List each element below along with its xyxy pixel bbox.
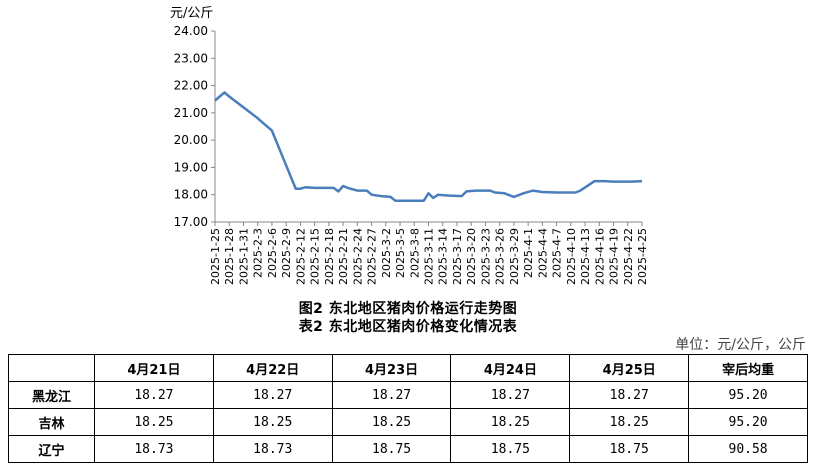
x-tick-label: 2025-4-25: [636, 228, 649, 285]
x-tick-label: 2025-1-25: [209, 228, 222, 285]
value-cell: 18.25: [569, 408, 690, 436]
value-cell: 18.27: [212, 381, 333, 409]
x-tick-label: 2025-4-19: [608, 228, 621, 285]
x-tick-label: 2025-2-27: [366, 228, 379, 285]
x-tick-label: 2025-4-13: [579, 228, 592, 285]
value-cell: 18.27: [94, 381, 214, 409]
x-tick-label: 2025-1-28: [223, 228, 236, 285]
value-cell: 95.20: [688, 408, 808, 436]
table-row: 辽宁 18.73 18.73 18.75 18.75 18.75 90.58: [8, 435, 808, 463]
y-axis-label: 元/公斤: [170, 6, 213, 21]
x-tick-label: 2025-2-21: [337, 228, 350, 285]
x-tick-label: 2025-4-10: [565, 228, 578, 285]
header-cell: 4月24日: [450, 354, 571, 382]
value-cell: 18.27: [331, 381, 452, 409]
province-cell: 黑龙江: [8, 381, 95, 409]
value-cell: 18.25: [94, 408, 214, 436]
header-cell: 4月22日: [212, 354, 333, 382]
value-cell: 18.25: [450, 408, 571, 436]
x-tick-label: 2025-4-22: [622, 228, 635, 285]
value-cell: 18.25: [212, 408, 333, 436]
header-cell: 宰后均重: [688, 354, 808, 382]
table-row: 吉林 18.25 18.25 18.25 18.25 18.25 95.20: [8, 408, 808, 436]
value-cell: 18.25: [331, 408, 452, 436]
y-tick-labels: 24.00 23.00 22.00 21.00 20.00 19.00 18.00 17.00: [174, 24, 208, 229]
table-row: 黑龙江 18.27 18.27 18.27 18.27 18.27 95.20: [8, 381, 808, 409]
x-tick-label: 2025-3-11: [423, 228, 436, 285]
header-cell: 4月23日: [331, 354, 452, 382]
unit-label: 单位：元/公斤，公斤: [675, 337, 806, 353]
x-tick-label: 2025-2-3: [252, 228, 265, 278]
header-cell: 4月25日: [569, 354, 690, 382]
figure-caption: 图2 东北地区猪肉价格运行走势图: [298, 301, 518, 317]
value-cell: 18.73: [94, 435, 214, 463]
x-tick-label: 2025-4-4: [536, 228, 549, 278]
y-tick-label: 24.00: [174, 24, 208, 38]
value-cell: 18.27: [450, 381, 571, 409]
value-cell: 18.73: [212, 435, 333, 463]
value-cell: 18.27: [569, 381, 690, 409]
x-tick-label: 2025-3-14: [437, 228, 450, 285]
x-tick-label: 2025-3-8: [408, 228, 421, 278]
y-tick-label: 18.00: [174, 188, 208, 202]
y-tick-label: 22.00: [174, 79, 208, 93]
y-tick-label: 19.00: [174, 160, 208, 174]
y-tick-label: 17.00: [174, 215, 208, 229]
x-tick-label: 2025-2-15: [309, 228, 322, 285]
y-tick-label: 20.00: [174, 133, 208, 147]
chart-axes: [211, 30, 643, 226]
y-tick-label: 21.00: [174, 106, 208, 120]
x-tick-label: 2025-2-18: [323, 228, 336, 285]
value-cell: 18.75: [331, 435, 452, 463]
value-cell: 95.20: [688, 381, 808, 409]
x-tick-label: 2025-2-9: [280, 228, 293, 278]
x-tick-label: 2025-4-1: [522, 228, 535, 278]
x-tick-label: 2025-4-7: [551, 228, 564, 278]
value-cell: 18.75: [569, 435, 690, 463]
table-caption: 表2 东北地区猪肉价格变化情况表: [298, 319, 518, 335]
province-cell: 吉林: [8, 408, 95, 436]
x-tick-labels: 2025-1-25 2025-1-28 2025-1-31 2025-2-3 2025-…: [209, 228, 649, 285]
value-cell: 90.58: [688, 435, 808, 463]
x-tick-label: 2025-2-24: [351, 228, 364, 285]
header-cell: 4月21日: [94, 354, 214, 382]
y-tick-label: 23.00: [174, 51, 208, 65]
x-tick-label: 2025-2-12: [294, 228, 307, 285]
x-tick-label: 2025-1-31: [237, 228, 250, 285]
value-cell: 18.75: [450, 435, 571, 463]
x-tick-label: 2025-3-20: [465, 228, 478, 285]
x-tick-label: 2025-3-23: [479, 228, 492, 285]
x-tick-label: 2025-3-17: [451, 228, 464, 285]
table-header-row: 4月21日 4月22日 4月23日 4月24日 4月25日 宰后均重: [8, 354, 808, 382]
x-tick-label: 2025-3-29: [508, 228, 521, 285]
x-tick-label: 2025-3-2: [380, 228, 393, 278]
x-tick-label: 2025-4-16: [593, 228, 606, 285]
x-tick-label: 2025-2-6: [266, 228, 279, 278]
header-cell: [8, 354, 95, 382]
price-table: 4月21日 4月22日 4月23日 4月24日 4月25日 宰后均重 黑龙江 1…: [8, 354, 808, 463]
price-line-chart: 24.00 23.00 22.00 21.00 20.00 19.00 18.00 17.00…: [170, 6, 649, 285]
series-line: [214, 91, 643, 202]
province-cell: 辽宁: [8, 435, 95, 463]
x-tick-label: 2025-3-5: [394, 228, 407, 278]
x-tick-label: 2025-3-26: [494, 228, 507, 285]
